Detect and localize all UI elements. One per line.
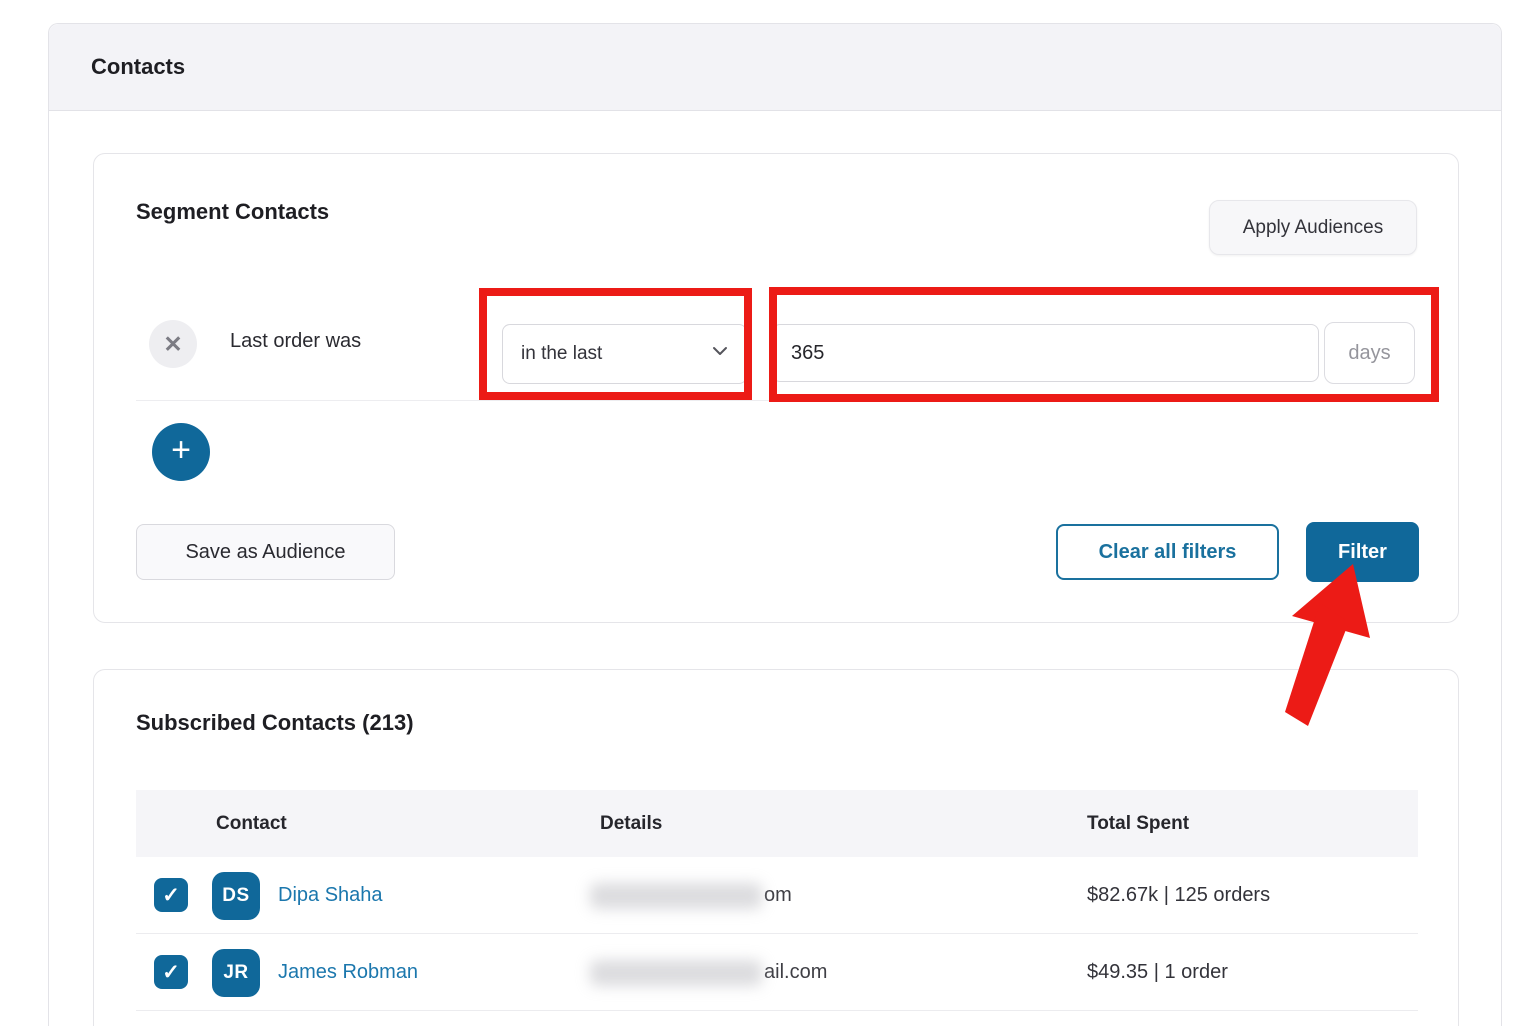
subscribed-contacts-title: Subscribed Contacts (213): [136, 710, 414, 735]
save-as-audience-button[interactable]: Save as Audience: [136, 524, 395, 580]
row-checkbox[interactable]: ✓: [154, 955, 188, 989]
contact-details: ail.com: [590, 934, 827, 1011]
apply-audiences-button[interactable]: Apply Audiences: [1209, 200, 1417, 255]
avatar: DS: [212, 872, 260, 920]
operator-select[interactable]: in the last: [502, 324, 747, 384]
add-filter-button[interactable]: +: [152, 423, 210, 481]
row-checkbox[interactable]: ✓: [154, 878, 188, 912]
segment-contacts-title: Segment Contacts: [136, 199, 330, 224]
check-icon: ✓: [162, 960, 180, 984]
redacted-email-blur: [590, 959, 762, 986]
filter-condition-label: Last order was: [230, 330, 362, 352]
filter-value-input[interactable]: [772, 324, 1319, 382]
page-title: Contacts: [91, 54, 186, 79]
total-spent-value: $49.35 | 1 order: [1087, 961, 1228, 983]
table-row: ✓ JR James Robman ail.com $49.35 | 1 ord…: [136, 934, 1418, 1011]
filter-button[interactable]: Filter: [1306, 522, 1419, 582]
remove-filter-button[interactable]: ✕: [149, 320, 197, 368]
page-header: Contacts: [49, 24, 1501, 111]
contacts-table: Contact Details Total Spent ✓ DS Dipa Sh…: [136, 790, 1418, 1011]
email-visible-suffix: ail.com: [764, 961, 828, 983]
contact-name-link[interactable]: Dipa Shaha: [278, 884, 383, 906]
close-icon: ✕: [163, 330, 183, 357]
segment-contacts-panel: Segment Contacts Apply Audiences ✕ Last …: [93, 153, 1459, 623]
table-row: ✓ DS Dipa Shaha om $82.67k | 125 orders: [136, 857, 1418, 934]
check-icon: ✓: [162, 883, 180, 907]
total-spent-value: $82.67k | 125 orders: [1087, 884, 1271, 906]
filter-row-divider: [136, 400, 1418, 401]
email-visible-suffix: om: [764, 884, 792, 906]
column-header-total-spent: Total Spent: [1087, 812, 1190, 834]
column-header-details: Details: [600, 812, 663, 834]
table-header-row: Contact Details Total Spent: [136, 790, 1418, 857]
column-header-contact: Contact: [216, 812, 287, 834]
unit-label: days: [1324, 322, 1415, 384]
plus-icon: +: [171, 431, 191, 469]
chevron-down-icon: [710, 341, 730, 367]
contact-name-link[interactable]: James Robman: [278, 961, 419, 983]
avatar: JR: [212, 949, 260, 997]
clear-all-filters-button[interactable]: Clear all filters: [1056, 524, 1279, 580]
contacts-card: Contacts Segment Contacts Apply Audience…: [48, 23, 1502, 1026]
redacted-email-blur: [590, 882, 762, 909]
operator-select-value: in the last: [521, 343, 603, 364]
contact-details: om: [590, 857, 792, 934]
subscribed-contacts-panel: Subscribed Contacts (213) Contact Detail…: [93, 669, 1459, 1026]
